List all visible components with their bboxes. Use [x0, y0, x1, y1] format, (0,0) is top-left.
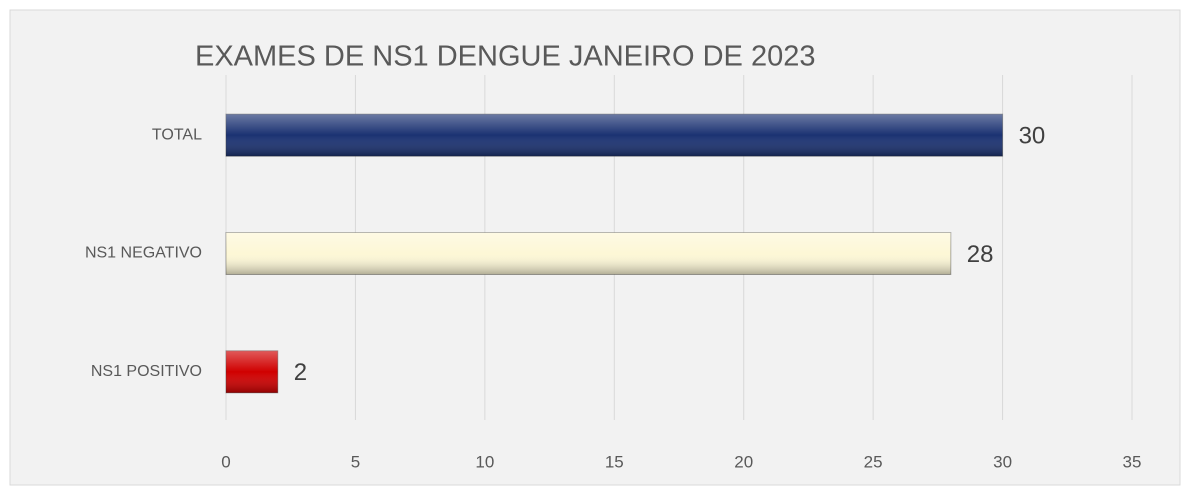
bar-bevel: [226, 232, 951, 275]
x-tick-label: 30: [993, 452, 1012, 471]
y-tick-label: NS1 POSITIVO: [91, 363, 202, 380]
bar-bevel: [226, 350, 278, 393]
x-tick-label: 20: [734, 452, 753, 471]
data-label: 30: [1019, 123, 1046, 150]
y-tick-label: TOTAL: [152, 126, 202, 143]
chart-title: EXAMES DE NS1 DENGUE JANEIRO DE 2023: [195, 41, 815, 73]
data-label: 28: [967, 241, 994, 268]
x-tick-label: 15: [605, 452, 624, 471]
bar-bevel: [226, 114, 1003, 157]
y-tick-label: NS1 NEGATIVO: [85, 245, 202, 262]
x-tick-label: 5: [351, 452, 360, 471]
x-tick-label: 10: [475, 452, 494, 471]
x-tick-label: 25: [864, 452, 883, 471]
x-tick-label: 35: [1123, 452, 1142, 471]
x-tick-label: 0: [221, 452, 230, 471]
data-label: 2: [294, 359, 307, 386]
